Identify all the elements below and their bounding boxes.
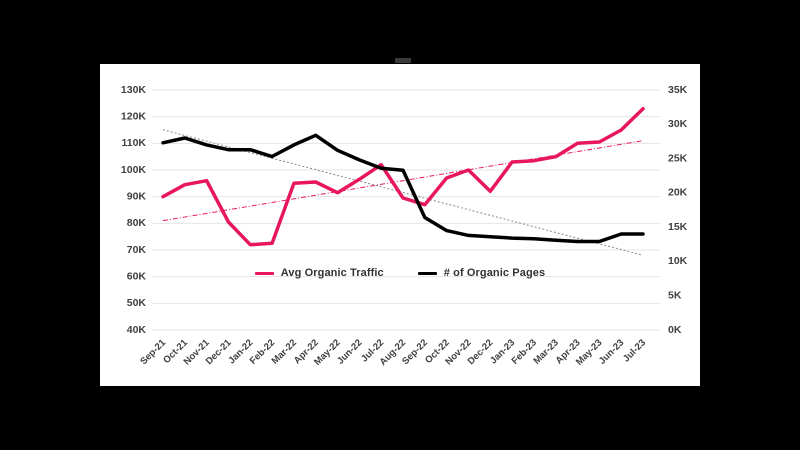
left-axis-tick-label: 120K: [121, 110, 147, 122]
trendline-avg-organic-traffic: [162, 140, 644, 222]
right-axis-tick-label: 35K: [668, 84, 688, 96]
left-axis-tick-label: 60K: [127, 270, 147, 282]
left-axis-tick-label: 80K: [127, 217, 147, 229]
series-line--of-organic-pages: [161, 133, 645, 244]
right-axis-tick-label: 5K: [668, 289, 682, 301]
right-axis-tick-label: 25K: [668, 152, 688, 164]
line-chart: 130K 120K 110K 100K 90K 80K 70K 60K 50K 40K 35K 30K…: [121, 84, 688, 368]
left-axis-tick-label: 110K: [121, 137, 146, 149]
left-axis-tick-label: 100K: [121, 164, 147, 176]
right-axis-tick-label: 15K: [668, 221, 688, 233]
x-axis-tick-label: Sep-21: [138, 337, 168, 367]
x-axis-tick-label: Jul-23: [621, 337, 648, 364]
left-axis-tick-label: 90K: [127, 190, 147, 202]
right-axis-tick-label: 30K: [668, 118, 688, 130]
trendline--of-organic-pages: [162, 129, 644, 256]
right-axis-tick-label: 10K: [668, 255, 688, 267]
x-axis-tick-label: Jun-22: [335, 337, 364, 366]
chart-panel: 130K 120K 110K 100K 90K 80K 70K 60K 50K 40K 35K 30K…: [100, 64, 700, 386]
series-line-avg-organic-traffic: [161, 106, 645, 247]
left-axis-tick-label: 50K: [127, 297, 147, 309]
right-axis-tick-label: 0K: [668, 324, 682, 336]
clipped-title-artifact: [395, 58, 411, 63]
left-axis-tick-label: 70K: [127, 244, 147, 256]
right-axis-tick-label: 20K: [668, 187, 688, 199]
left-axis-tick-label: 40K: [127, 324, 147, 336]
x-axis-tick-label: Jun-23: [597, 337, 626, 366]
left-axis-tick-label: 130K: [121, 84, 147, 96]
